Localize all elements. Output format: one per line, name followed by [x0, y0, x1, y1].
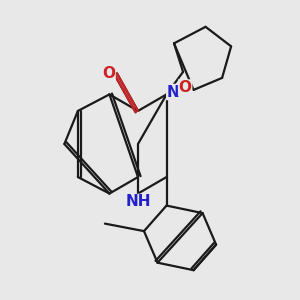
Text: O: O [179, 80, 192, 95]
Text: NH: NH [125, 194, 151, 209]
Text: N: N [167, 85, 179, 100]
Text: O: O [102, 66, 115, 81]
